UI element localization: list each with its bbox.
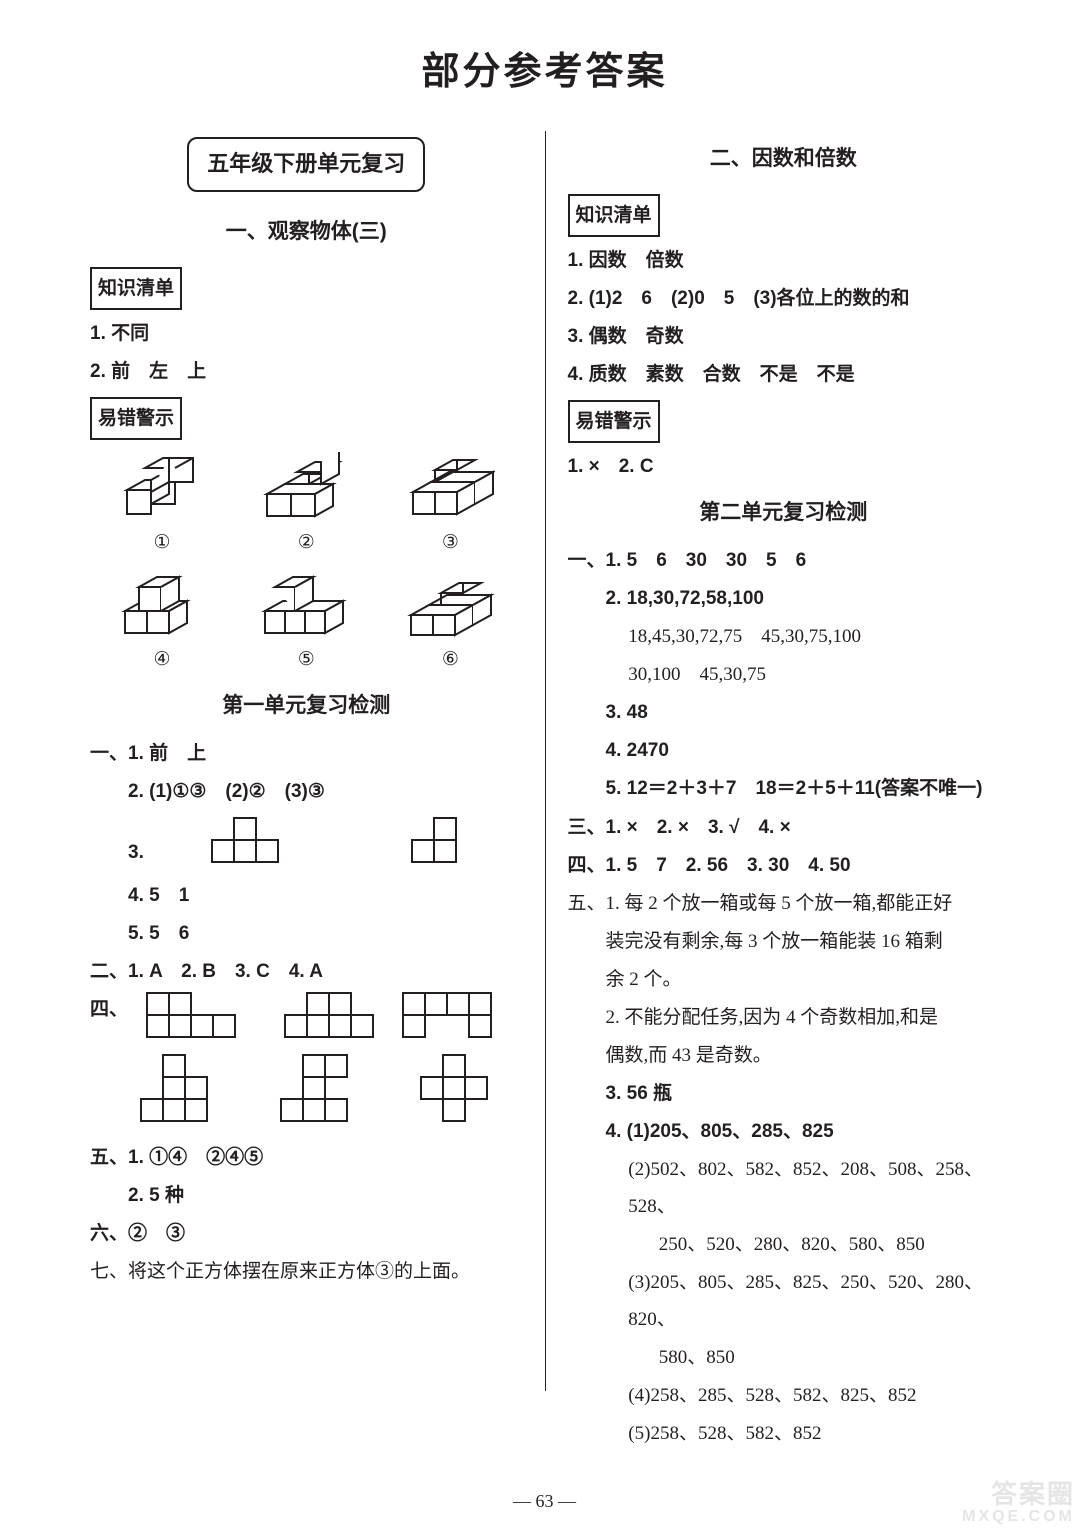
u5-2: 2. 5 种 [90,1177,523,1214]
section2-head: 二、因数和倍数 [568,139,1000,180]
u1-1: 一、1. 前 上 [90,735,523,772]
p5-1a: 五、1. 每 2 个放一箱或每 5 个放一箱,都能正好 [568,885,1000,922]
r1: 1. 因数 倍数 [568,242,1000,279]
u2: 二、1. A 2. B 3. C 4. A [90,953,523,990]
p1-4: 4. 2470 [568,732,1000,769]
page-number: — 63 — [0,1491,1089,1512]
shape-icon [279,1053,371,1131]
p5-4-2b: 250、520、280、820、580、850 [568,1226,1000,1263]
unit1-head: 第一单元复习检测 [90,686,523,727]
p5-4-2: (2)502、802、582、852、208、508、258、528、 [568,1151,1000,1225]
k2: 2. 前 左 上 [90,353,523,390]
watermark-line2: MXQE.COM [962,1508,1075,1526]
unit2-head: 第二单元复习检测 [568,493,1000,534]
shape-icon [410,816,480,868]
u1-2: 2. (1)①③ (2)② (3)③ [90,773,523,810]
u1-5: 5. 5 6 [90,915,523,952]
shape-icon [283,991,375,1043]
cube-2: ② [251,450,361,561]
columns: 五年级下册单元复习 一、观察物体(三) 知识清单 1. 不同 2. 前 左 上 … [90,131,999,1391]
p5-2a: 2. 不能分配任务,因为 4 个奇数相加,和是 [568,999,1000,1036]
watermark: 答案圈 MXQE.COM [962,1480,1075,1526]
u7: 七、将这个正方体摆在原来正方体③的上面。 [90,1253,523,1290]
p5-4-4: (4)258、285、528、582、825、852 [568,1377,1000,1414]
shape-icon [401,991,513,1043]
page-title: 部分参考答案 [90,40,999,95]
cube-label: ② [251,524,361,561]
u5-1: 五、1. ①④ ②④⑤ [90,1139,523,1176]
cube-label: ⑥ [395,641,505,678]
shape-icon [145,991,257,1043]
p5-3: 3. 56 瓶 [568,1075,1000,1112]
p5-4-3: (3)205、805、285、825、250、520、280、820、 [568,1264,1000,1338]
left-column: 五年级下册单元复习 一、观察物体(三) 知识清单 1. 不同 2. 前 左 上 … [90,131,545,1391]
cube-3: ③ [395,450,505,561]
error-tag: 易错警示 [568,400,660,443]
p1-2: 2. 18,30,72,58,100 [568,580,1000,617]
u1-3-label: 3. [128,834,144,871]
p5-4-1: 4. (1)205、805、285、825 [568,1113,1000,1150]
knowledge-tag: 知识清单 [568,194,660,237]
section1-head: 一、观察物体(三) [90,212,523,253]
grade-box: 五年级下册单元复习 [187,137,425,192]
knowledge-tag: 知识清单 [90,267,182,310]
p5-1b: 装完没有剩余,每 3 个放一箱能装 16 箱剩 [568,923,1000,960]
e1: 1. × 2. C [568,448,1000,485]
cube-5: ⑤ [251,567,361,678]
cube-row-1: ① ② [90,450,523,561]
r4: 4. 质数 素数 合数 不是 不是 [568,356,1000,393]
u4-row1: 四、 [90,991,523,1043]
shape-icon [210,816,302,868]
r3: 3. 偶数 奇数 [568,318,1000,355]
right-column: 二、因数和倍数 知识清单 1. 因数 倍数 2. (1)2 6 (2)0 5 (… [545,131,1000,1391]
r2: 2. (1)2 6 (2)0 5 (3)各位上的数的和 [568,280,1000,317]
p3: 三、1. × 2. × 3. √ 4. × [568,809,1000,846]
cube-label: ① [107,524,217,561]
u4-row2 [128,1053,523,1131]
p1-1: 一、1. 5 6 30 30 5 6 [568,542,1000,579]
k1: 1. 不同 [90,315,523,352]
p1-5: 5. 12＝2＋3＋7 18＝2＋5＋11(答案不唯一) [568,770,1000,807]
error-tag: 易错警示 [90,397,182,440]
p5-4-5: (5)258、528、582、852 [568,1415,1000,1452]
cube-6: ⑥ [395,567,505,678]
p1-2c: 30,100 45,30,75 [568,656,1000,693]
u1-4: 4. 5 1 [90,877,523,914]
watermark-line1: 答案圈 [962,1480,1075,1509]
p1-3: 3. 48 [568,694,1000,731]
cube-4: ④ [107,567,217,678]
p5-1c: 余 2 个。 [568,961,1000,998]
p1-2b: 18,45,30,72,75 45,30,75,100 [568,618,1000,655]
cube-label: ⑤ [251,641,361,678]
shape-icon [139,1053,231,1131]
p5-4-3b: 580、850 [568,1339,1000,1376]
shape-icon [419,1053,511,1131]
cube-1: ① [107,450,217,561]
u4-label: 四、 [90,991,128,1028]
cube-row-2: ④ ⑤ ⑥ [90,567,523,678]
p5-2b: 偶数,而 43 是奇数。 [568,1037,1000,1074]
p4: 四、1. 5 7 2. 56 3. 30 4. 50 [568,847,1000,884]
cube-label: ③ [395,524,505,561]
u6: 六、② ③ [90,1215,523,1252]
cube-label: ④ [107,641,217,678]
u1-3-shapes: 3. [128,816,523,871]
